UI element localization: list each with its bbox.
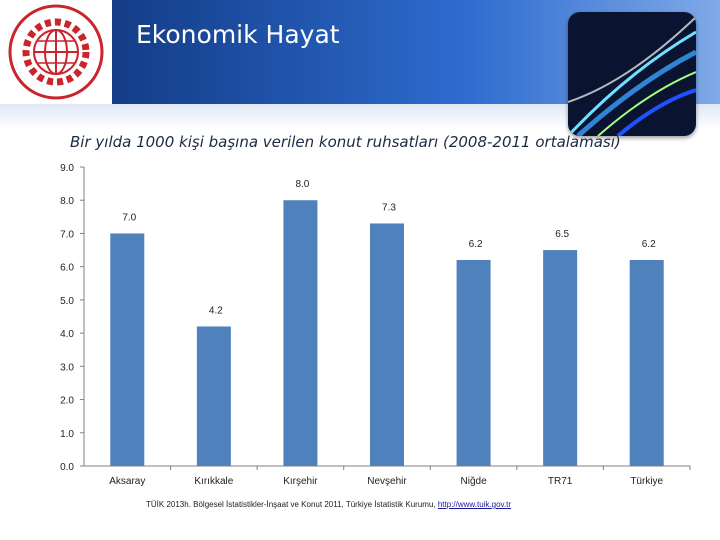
x-tick-label: Kırıkkale — [194, 476, 233, 487]
y-tick-label: 2.0 — [60, 396, 74, 407]
y-tick-label: 1.0 — [60, 429, 74, 440]
bar — [110, 233, 145, 466]
x-tick-label: Türkiye — [630, 476, 663, 487]
source-link[interactable]: http://www.tuik.gov.tr — [437, 500, 512, 509]
y-tick-label: 7.0 — [60, 229, 74, 240]
source-text: TÜİK 2013h. Bölgesel İstatistikler-İnşaa… — [146, 500, 436, 509]
x-axis-labels: Aksaray Kırıkkale Kırşehir Nevşehir Niğde TR7… — [109, 466, 691, 487]
data-label: 7.3 — [382, 202, 396, 213]
chart-title: Bir yılda 1000 kişi başına verilen konut… — [70, 133, 621, 151]
y-axis-ticks: 0.0 1.0 2.0 3.0 4.0 5.0 6.0 7.0 8.0 9.0 — [60, 163, 84, 473]
light-streaks-photo — [568, 12, 696, 136]
x-tick-label: Niğde — [461, 476, 488, 487]
data-label: 6.5 — [555, 229, 569, 240]
bar — [283, 200, 318, 466]
chamber-logo — [0, 0, 112, 104]
bar — [370, 223, 404, 466]
y-tick-label: 3.0 — [60, 362, 74, 373]
data-label: 8.0 — [295, 179, 309, 190]
x-tick-label: Aksaray — [109, 476, 145, 487]
source-note: TÜİK 2013h. Bölgesel İstatistikler-İnşaa… — [146, 500, 511, 509]
bar — [543, 250, 578, 466]
y-tick-label: 4.0 — [60, 329, 74, 340]
data-label: 6.2 — [469, 239, 483, 250]
bars: 7.0 4.2 8.0 7.3 6.2 6.5 6.2 — [110, 179, 664, 466]
x-tick-label: TR71 — [548, 476, 573, 487]
bar — [629, 260, 664, 466]
y-tick-label: 8.0 — [60, 196, 74, 207]
bar-chart: 0.0 1.0 2.0 3.0 4.0 5.0 6.0 7.0 8.0 9.0 7.0 4.2 8.0… — [60, 163, 691, 487]
gear-logo-icon — [8, 4, 104, 100]
y-tick-label: 5.0 — [60, 296, 74, 307]
page-title: Ekonomik Hayat — [136, 20, 340, 49]
y-tick-label: 6.0 — [60, 263, 74, 274]
y-tick-label: 0.0 — [60, 462, 74, 473]
data-label: 6.2 — [642, 239, 656, 250]
y-tick-label: 9.0 — [60, 163, 74, 174]
data-label: 7.0 — [122, 212, 136, 223]
bar — [196, 326, 231, 466]
data-label: 4.2 — [209, 305, 223, 316]
x-tick-label: Nevşehir — [367, 476, 407, 487]
x-tick-label: Kırşehir — [283, 476, 318, 487]
bar — [456, 260, 491, 466]
